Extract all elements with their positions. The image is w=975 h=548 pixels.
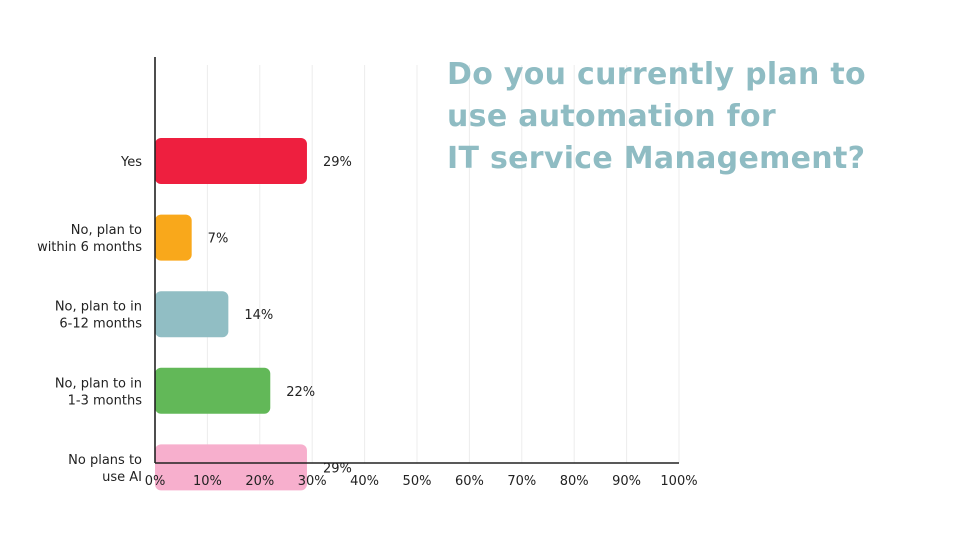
- x-tick-label: 40%: [350, 474, 379, 489]
- grid-lines: [206, 65, 680, 463]
- bars: [155, 138, 307, 491]
- title-line-2: use automation for: [447, 99, 776, 134]
- bar: [155, 138, 307, 184]
- title-line-3: IT service Management?: [447, 141, 866, 176]
- data-label: 7%: [208, 232, 229, 247]
- x-tick-label: 90%: [612, 474, 641, 489]
- axes: [154, 57, 679, 464]
- x-tick-label: 60%: [455, 474, 484, 489]
- category-label: No plans to: [68, 453, 142, 468]
- data-label: 29%: [323, 461, 352, 476]
- data-label: 14%: [244, 308, 273, 323]
- category-label: Yes: [120, 155, 142, 170]
- category-label: No, plan to in: [55, 300, 142, 315]
- bar: [155, 367, 271, 414]
- x-tick-label: 100%: [660, 474, 697, 489]
- category-label: 1-3 months: [68, 393, 143, 408]
- category-label: No, plan to in: [55, 376, 142, 391]
- chart-title: Do you currently plan to use automation …: [447, 54, 947, 180]
- bar: [155, 444, 307, 491]
- x-tick-label: 0%: [145, 474, 166, 489]
- x-tick-label: 80%: [560, 474, 589, 489]
- data-label: 29%: [323, 155, 352, 170]
- x-tick-label: 20%: [245, 474, 274, 489]
- x-tick-label: 70%: [507, 474, 536, 489]
- labels: 0% 10% 20% 30% 40% 50% 60% 70% 80% 90% 100% 29% Yes 7…: [37, 155, 698, 489]
- x-tick-label: 50%: [403, 474, 432, 489]
- x-tick-label: 30%: [298, 474, 327, 489]
- title-line-1: Do you currently plan to: [447, 57, 866, 92]
- category-label: within 6 months: [37, 240, 142, 255]
- data-label: 22%: [286, 385, 315, 400]
- bar: [155, 214, 192, 261]
- x-tick-label: 10%: [193, 474, 222, 489]
- bar: [155, 291, 229, 338]
- category-label: use AI: [102, 470, 142, 485]
- category-label: No, plan to: [71, 223, 142, 238]
- category-label: 6-12 months: [59, 317, 142, 332]
